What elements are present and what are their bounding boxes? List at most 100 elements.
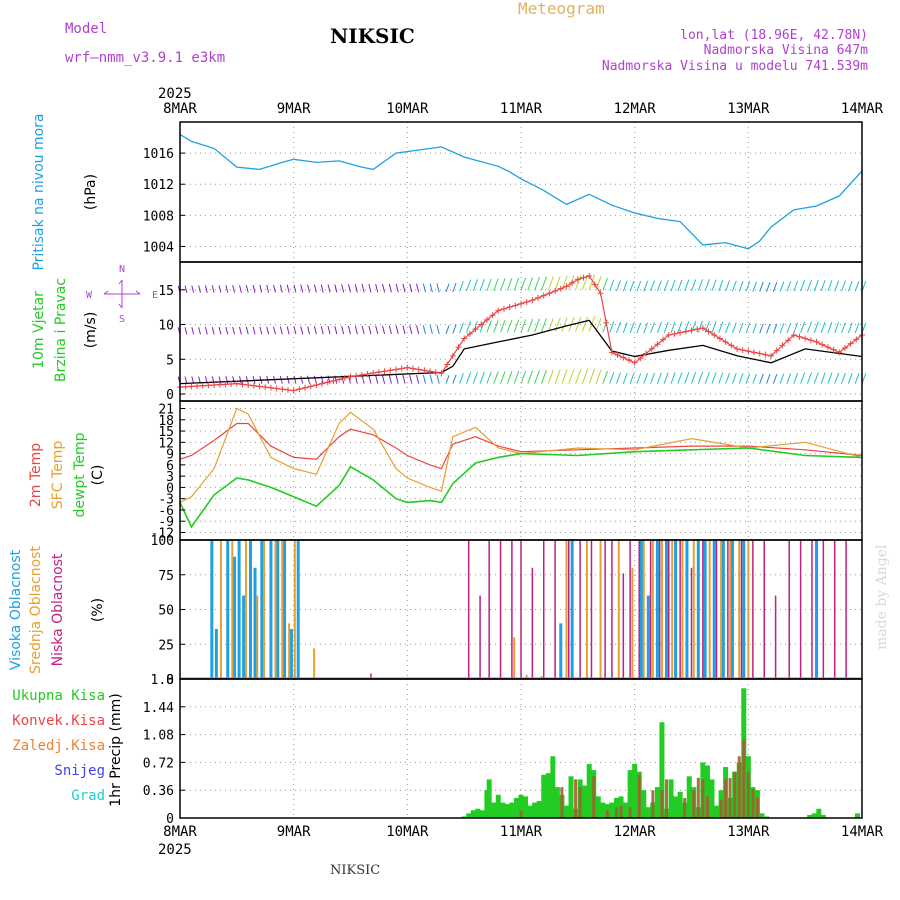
wind-barb xyxy=(595,317,602,332)
wind-barb xyxy=(218,326,222,335)
wind-barb xyxy=(465,372,472,384)
gust-marker xyxy=(745,348,752,355)
precip-bar-total xyxy=(461,816,467,818)
cloud-bar-srednja xyxy=(681,540,684,679)
wind-barb xyxy=(691,320,697,333)
wind-barb xyxy=(300,375,304,384)
wind-barb xyxy=(452,282,457,293)
gust-marker xyxy=(523,298,530,305)
precip-bar-total xyxy=(479,810,485,818)
wind-barb xyxy=(279,284,283,293)
precip-bar-total xyxy=(470,810,476,818)
wind-barb xyxy=(697,320,704,333)
x-tick-label-bottom: 9MAR xyxy=(277,824,311,840)
cloud-bar-srednja xyxy=(219,540,222,679)
wind-barb xyxy=(445,283,450,293)
precip-legend-4: Grad xyxy=(71,788,105,804)
wind-barb xyxy=(656,372,662,384)
x-tick-label-top: 8MAR xyxy=(163,101,197,117)
cloud-bar-srednja xyxy=(281,540,284,679)
y-tick-label: 1.08 xyxy=(143,729,174,744)
cloud-bar-niska xyxy=(638,540,640,679)
y-tick-label: 0 xyxy=(166,812,174,827)
wind-barb xyxy=(622,280,628,292)
cloud-ylabel: (%) xyxy=(90,598,106,622)
wind-barb xyxy=(759,373,764,384)
precip-bar-total xyxy=(554,787,560,818)
pressure-ylabel: (hPa) xyxy=(83,174,99,210)
wind-barb xyxy=(656,280,662,292)
cloud-bar-niska xyxy=(370,673,372,679)
wind-barb xyxy=(266,284,270,293)
panel-frames xyxy=(179,121,863,819)
gust-marker xyxy=(819,341,826,348)
gust-marker xyxy=(648,345,655,352)
wind-barb xyxy=(506,278,513,291)
wind-barb xyxy=(691,279,697,292)
wind-barb xyxy=(575,274,582,290)
wind-barb xyxy=(361,375,365,384)
y-tick-label: 12 xyxy=(158,436,174,451)
wind-barb xyxy=(313,284,317,293)
wind-barb xyxy=(622,372,628,384)
cloud-bar-niska xyxy=(740,540,743,679)
wind-barb xyxy=(445,375,450,384)
precip-bar-total xyxy=(673,796,679,818)
wind-barb xyxy=(327,284,331,293)
precip-bar-total xyxy=(595,796,601,818)
gust-marker xyxy=(699,325,706,332)
wind-barb xyxy=(395,325,399,335)
wind-barb xyxy=(273,284,276,293)
gust-marker xyxy=(438,370,445,377)
precip-bar-total xyxy=(641,790,647,818)
y-tick-label: 10 xyxy=(158,319,174,334)
wind-barb xyxy=(472,371,478,384)
precip-bar-total xyxy=(550,756,556,818)
wind-barb xyxy=(711,372,717,384)
cloud-bar-niska xyxy=(554,540,556,679)
wind-barb xyxy=(643,373,649,384)
wind-barb xyxy=(561,369,568,384)
y-tick-label: 18 xyxy=(158,414,174,429)
gust-marker xyxy=(631,359,638,366)
cloud-low-title: Niska Oblacnost xyxy=(50,553,66,666)
wind-barb xyxy=(581,274,589,290)
wind-barb xyxy=(554,369,561,384)
wind-barb xyxy=(493,371,499,384)
gust-marker xyxy=(614,351,621,358)
wind-barb xyxy=(527,318,534,333)
wind-barb xyxy=(827,372,833,384)
wind-barb xyxy=(225,376,229,384)
precip-bar-total xyxy=(568,776,574,818)
gust-marker xyxy=(233,380,240,387)
cloud-bar-niska xyxy=(774,595,777,679)
wind-barb xyxy=(704,320,710,333)
wind-speed-line xyxy=(179,319,863,385)
wind-barb xyxy=(436,325,440,335)
gust-marker xyxy=(711,331,718,338)
cloud-bar-srednja xyxy=(274,540,277,679)
y-tick-label: -12 xyxy=(151,526,174,541)
cloud-bar-niska xyxy=(531,567,534,679)
cloud-bar-niska xyxy=(649,540,652,679)
wind-barb xyxy=(361,325,365,335)
cloud-bar-visoka xyxy=(712,540,716,679)
wind-barb xyxy=(422,325,427,335)
wind-barb xyxy=(841,372,846,384)
y-tick-label: 1016 xyxy=(143,147,174,162)
gust-marker xyxy=(432,369,439,376)
precip-bar-convective xyxy=(592,776,596,818)
precip-bar-total xyxy=(495,794,501,818)
wind-barb xyxy=(684,279,690,292)
wind-barb xyxy=(239,376,242,384)
precip-bar-total xyxy=(509,802,515,818)
gust-marker xyxy=(836,349,843,356)
precip-bar-total xyxy=(686,776,692,818)
wind-barb xyxy=(731,322,737,334)
wind-barb xyxy=(368,283,372,293)
wind-barb xyxy=(609,321,615,333)
cloud-bar-srednja xyxy=(642,540,645,679)
gust-marker xyxy=(188,383,195,390)
precip-legend-3: Snijeg xyxy=(54,763,105,779)
wind-barb xyxy=(184,327,188,335)
